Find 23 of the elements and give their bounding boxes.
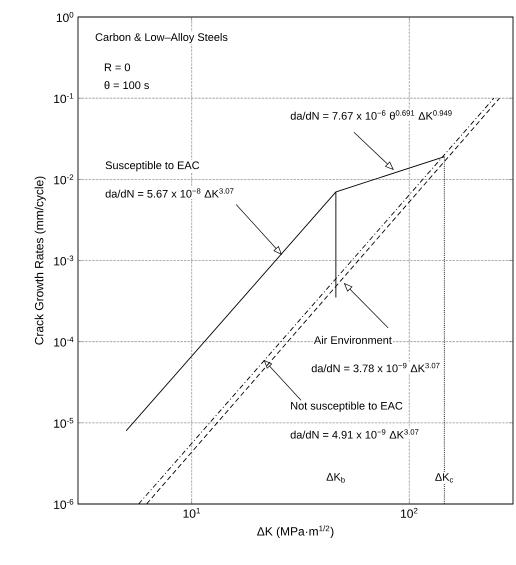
x-tick-label: 10$^{1}$ [184, 508, 200, 518]
annotation: Carbon & Low–Alloy Steels [96, 32, 228, 44]
annotation: ΔK$_{b}$ [326, 473, 345, 483]
annotation: da/dN = 4.91 x 10$^{−9}$ ΔK$^{3.07}$ [290, 429, 418, 439]
y-tick-label: 10$^{-6}$ [54, 499, 74, 510]
y-tick-label: 10$^{0}$ [56, 12, 74, 22]
annotation: da/dN = 3.78 x 10$^{−9}$ ΔK$^{3.07}$ [312, 362, 440, 372]
y-tick-label: 10$^{-4}$ [54, 336, 74, 347]
annotation: Not susceptible to EAC [291, 402, 402, 412]
y-tick-label: 10$^{-2}$ [54, 174, 74, 184]
y-tick-label: 10$^{-1}$ [54, 93, 74, 104]
y-axis-title: Crack Growth Rates (mm/cycle) [34, 176, 46, 345]
y-tick-label: 10$^{-5}$ [54, 418, 74, 428]
annotation: R = 0 [104, 63, 130, 72]
annotation: Susceptible to EAC [106, 161, 200, 172]
annotation: da/dN = 7.67 x 10$^{−6}$ θ$^{0.691}$ ΔK$^{0.949}$ [290, 110, 452, 120]
x-tick-label: 10$^{2}$ [401, 508, 418, 518]
y-tick-label: 10$^{-3}$ [54, 255, 74, 266]
x-axis-title: ΔK (MPa·m$^{1/2}$) [257, 525, 334, 538]
annotation: ΔK$_{c}$ [435, 473, 454, 482]
annotation: da/dN = 5.67 x 10$^{−8}$ ΔK$^{3.07}$ [106, 188, 234, 198]
annotation: θ = 100 s [104, 81, 149, 90]
annotation: Air Environment [314, 336, 392, 344]
